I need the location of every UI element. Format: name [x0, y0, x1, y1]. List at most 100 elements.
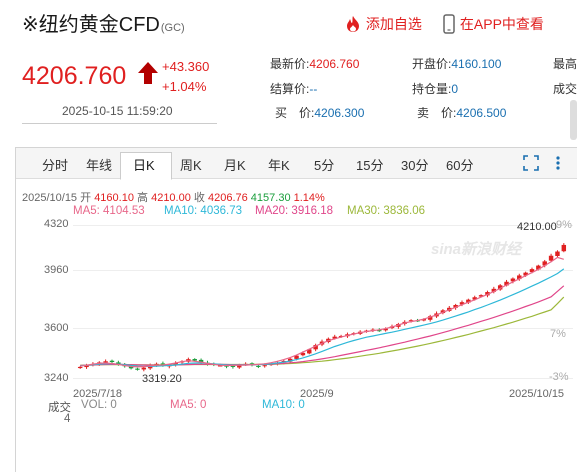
ohlc-open: 4160.10	[94, 192, 134, 204]
current-price: 4206.760	[22, 62, 127, 90]
tab-30min[interactable]: 30分	[401, 158, 429, 173]
volume-label: 成交	[48, 402, 71, 414]
stat-volume: 成交	[553, 82, 577, 96]
y-tick-label: 3600	[44, 322, 69, 334]
tab-weekly-k[interactable]: 周K	[180, 158, 202, 173]
candle-body	[109, 360, 115, 362]
tab-active-box	[120, 152, 172, 180]
up-arrow-icon	[138, 62, 158, 84]
divider	[22, 123, 217, 124]
candle-body	[141, 367, 147, 370]
pct-tick-label: 7%	[550, 328, 566, 340]
watermark-logo: sina新浪财经	[431, 241, 522, 258]
candle-body	[307, 349, 312, 354]
candle-body	[377, 330, 382, 332]
candle-body	[421, 319, 427, 321]
candle-body	[529, 269, 535, 273]
price-change: +43.360	[162, 59, 210, 74]
add-watchlist-button[interactable]: 添加自选	[344, 14, 422, 34]
ohlc-high: 4210.00	[151, 192, 191, 204]
candle-body	[103, 361, 108, 363]
candle-body	[256, 365, 261, 367]
candle-body	[555, 251, 560, 257]
ohlc-date: 2025/10/15	[22, 192, 78, 204]
candle-body	[497, 285, 503, 290]
more-options-icon[interactable]	[553, 155, 563, 171]
open-in-app-label: 在APP中查看	[459, 16, 544, 32]
ma30-line	[80, 296, 565, 366]
stat-bid: 买 价:4206.300	[275, 106, 365, 120]
instrument-title: ※纽约黄金CFD(GC)	[22, 8, 185, 37]
candlestick-chart	[77, 243, 567, 372]
gridline	[73, 328, 573, 329]
tab-intraday[interactable]: 分时	[42, 158, 69, 173]
add-watchlist-label: 添加自选	[365, 16, 422, 32]
candle-body	[510, 278, 516, 282]
ma10-legend: MA10: 4036.73	[164, 205, 243, 217]
ohlc-info: 2025/10/15 开 4160.10 高 4210.00 收 4206.76…	[22, 192, 325, 204]
tab-monthly-k[interactable]: 月K	[224, 158, 246, 173]
candle-body	[536, 265, 541, 270]
candle-body	[300, 352, 306, 356]
max-annotation: 4210.00	[517, 221, 557, 233]
candle-body	[383, 328, 388, 331]
ma20-line	[80, 285, 565, 367]
tab-daily-k[interactable]: 日K	[133, 158, 155, 173]
open-in-app-button[interactable]: 在APP中查看	[442, 14, 544, 34]
candle-body	[84, 365, 89, 368]
x-tick-label: 2025/7/18	[73, 388, 122, 400]
tab-year-line[interactable]: 年线	[86, 158, 113, 173]
ohlc-low: 4157.30	[250, 192, 291, 204]
candle-body	[427, 316, 433, 320]
candle-body	[287, 358, 293, 362]
min-annotation: 3319.20	[142, 373, 182, 385]
tab-yearly-k[interactable]: 年K	[268, 158, 290, 173]
candle-body	[453, 305, 458, 308]
ohlc-close: 4206.76	[207, 192, 248, 204]
volume-axis-value: 4	[64, 413, 71, 425]
candle-body	[466, 299, 471, 303]
stat-ask: 卖 价:4206.500	[417, 106, 507, 120]
volume-value-legend: VOL: 0	[81, 399, 117, 411]
tab-5min[interactable]: 5分	[314, 158, 335, 173]
scrollbar[interactable]	[570, 100, 577, 140]
candle-body	[192, 359, 197, 361]
candle-body	[542, 261, 547, 266]
candle-body	[135, 368, 140, 370]
flame-icon	[347, 16, 359, 32]
candle-body	[116, 362, 121, 365]
quote-timestamp: 2025-10-15 11:59:20	[62, 104, 173, 118]
candle-body	[459, 302, 465, 305]
candle-body	[224, 365, 229, 367]
volume-ma5-legend: MA5: 0	[170, 399, 207, 411]
stat-high: 最高	[553, 57, 577, 71]
stat-open: 开盘价:4160.100	[412, 57, 502, 71]
candle-body	[517, 275, 522, 280]
tab-60min[interactable]: 60分	[446, 158, 474, 173]
stat-position: 持仓量:0	[412, 82, 459, 96]
candle-body	[472, 297, 477, 300]
x-tick-label: 2025/10/15	[509, 388, 565, 400]
ma5-legend: MA5: 4104.53	[73, 205, 145, 217]
candle-body	[230, 365, 236, 367]
candle-body	[338, 335, 344, 337]
candle-body	[217, 365, 223, 367]
x-tick-label: 2025/9	[300, 388, 334, 400]
pct-tick-label: -3%	[549, 371, 569, 383]
instrument-code: (GC)	[160, 22, 185, 34]
y-tick-label: 4320	[44, 218, 69, 230]
tab-15min[interactable]: 15分	[356, 158, 384, 173]
candle-body	[548, 255, 554, 261]
ma5-line	[80, 256, 564, 368]
candle-body	[523, 272, 528, 276]
y-tick-label: 3960	[44, 264, 69, 276]
ma10-line	[80, 268, 565, 367]
gridline	[73, 270, 573, 271]
candle-body	[173, 362, 178, 365]
candle-body	[313, 345, 318, 350]
candle-body	[237, 364, 242, 368]
gridline	[73, 225, 573, 226]
candle-body	[77, 366, 83, 369]
candle-body	[478, 295, 484, 297]
fullscreen-icon[interactable]	[523, 155, 539, 171]
